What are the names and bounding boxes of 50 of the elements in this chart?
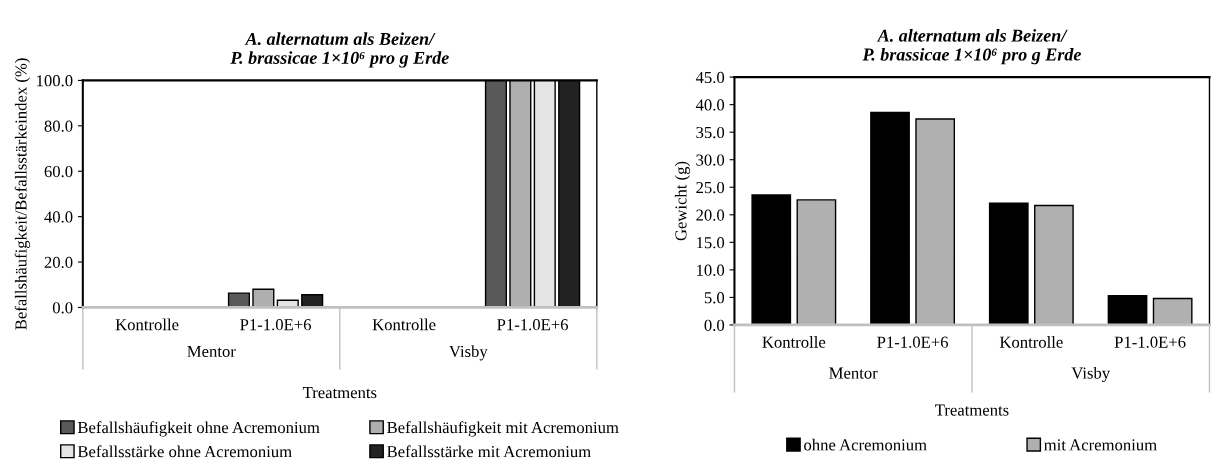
legend-label: Befallsstärke ohne Acremonium (77, 445, 292, 458)
chart-title: A. alternatum als Beizen/ P. brassicae 1×10⁶ pro g Erde (862, 29, 1081, 65)
y-tick-label: 0.0 (704, 319, 725, 331)
y-tick-label: 20.0 (696, 209, 725, 221)
x-tick-label: P1-1.0E+6 (877, 336, 949, 348)
legend-label: ohne Acremonium (804, 438, 927, 451)
y-tick-label: 30.0 (696, 154, 725, 166)
x-axis-title: Treatments (302, 387, 377, 399)
bar (988, 202, 1029, 325)
bar (227, 292, 251, 308)
legend-label: Befallshäufigkeit mit Acremonium (387, 421, 619, 437)
y-tick-label: 5.0 (704, 292, 725, 304)
text: Mentor (829, 367, 878, 379)
x-tick-label: Kontrolle (762, 336, 826, 348)
y-tick-label: 80.0 (44, 120, 73, 132)
y-tick-label: 0.0 (52, 302, 73, 314)
y-tick-label: 40.0 (695, 99, 725, 111)
y-tick-label: 60.0 (44, 165, 73, 178)
x-axis-title: Treatments (935, 404, 1009, 416)
y-tick-label: 25.0 (696, 181, 725, 194)
y-axis-title: Befallshäufigkeit/Befallsstärkeindex (%) (14, 58, 31, 330)
text: Mentor (187, 345, 236, 358)
text: Visby (449, 345, 488, 361)
y-tick-label: 15.0 (697, 237, 725, 249)
x-tick-label: Kontrolle (115, 318, 179, 331)
bar (751, 194, 792, 325)
text: Visby (1071, 366, 1111, 383)
bar (1152, 297, 1193, 325)
bar (1107, 295, 1148, 325)
x-tick-label: Kontrolle (999, 336, 1063, 348)
y-tick-label: 40.0 (44, 211, 73, 223)
y-tick-label: 100.0 (37, 75, 73, 87)
bar (1034, 204, 1074, 325)
bar (796, 199, 837, 325)
legend-label: Befallsstärke mit Acremonium (387, 445, 591, 458)
chart-title: A. alternatum als Beizen/ P. brassicae 1×10⁶ pro g Erde (230, 32, 449, 68)
x-tick-label: Kontrolle (372, 318, 436, 331)
y-tick-label: 45.0 (695, 71, 725, 84)
y-tick-label: 35.0 (696, 126, 725, 139)
x-tick-label: P1-1.0E+6 (1114, 336, 1186, 348)
x-tick-label: P1-1.0E+6 (497, 319, 569, 331)
y-tick-label: 20.0 (44, 256, 73, 269)
x-tick-label: P1-1.0E+6 (240, 319, 312, 331)
bar (870, 111, 910, 325)
y-tick-label: 10.0 (697, 264, 725, 276)
legend-label: mit Acremonium (1044, 439, 1157, 451)
bar (915, 118, 956, 325)
y-axis-title: Gewicht (g) (674, 161, 691, 241)
legend-label: Befallshäufigkeit ohne Acremonium (77, 421, 320, 437)
bar (252, 288, 275, 308)
